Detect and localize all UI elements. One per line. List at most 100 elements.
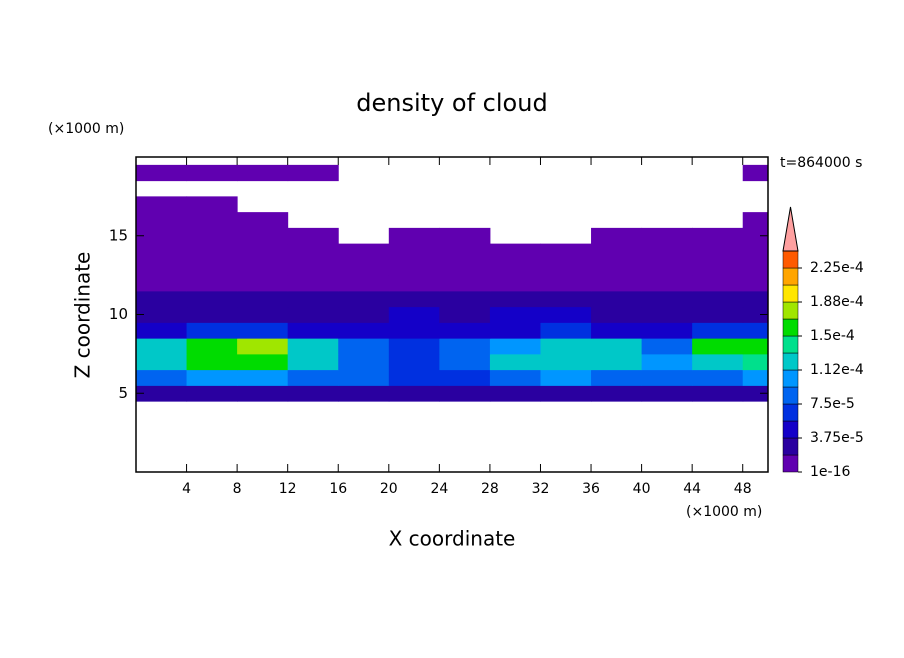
y-tick-label: 15 <box>109 226 128 244</box>
contour-cell <box>186 322 238 339</box>
contour-cell <box>287 259 339 276</box>
contour-cell <box>287 227 339 245</box>
contour-cell <box>540 353 592 371</box>
contour-cell <box>489 243 541 260</box>
y-tick-label: 5 <box>118 384 128 402</box>
contour-cell <box>489 353 541 371</box>
contour-cell <box>186 306 238 323</box>
contour-cell <box>136 227 188 245</box>
contour-cell <box>439 338 491 355</box>
contour-cell <box>136 290 188 308</box>
contour-cell <box>692 259 744 276</box>
contour-cell <box>338 290 390 308</box>
contour-cell <box>540 243 592 260</box>
colorbar-tick-label: 7.5e-5 <box>810 396 855 412</box>
contour-cell <box>591 306 643 323</box>
contour-cell <box>237 322 289 339</box>
contour-cell <box>489 369 541 386</box>
x-tick-label: 48 <box>734 481 752 497</box>
contour-cell <box>186 353 238 371</box>
colorbar-band <box>782 250 799 269</box>
contour-cell <box>742 290 768 308</box>
contour-cell <box>439 227 491 245</box>
contour-cell <box>540 275 592 292</box>
contour-cell <box>439 322 491 339</box>
field <box>136 164 768 402</box>
colorbar-band <box>782 335 799 354</box>
colorbar-band <box>782 403 799 422</box>
contour-cell <box>237 259 289 276</box>
contour-cell <box>338 322 390 339</box>
colorbar-band <box>782 301 799 320</box>
contour-cell <box>692 275 744 292</box>
contour-cell <box>692 243 744 260</box>
x-tick-label: 4 <box>182 481 191 497</box>
contour-cell <box>641 259 693 276</box>
contour-cell <box>641 338 693 355</box>
colorbar-band <box>782 284 799 303</box>
contour-cell <box>388 322 440 339</box>
contour-cell <box>439 290 491 308</box>
x-tick-label: 24 <box>430 481 448 497</box>
contour-cell <box>540 290 592 308</box>
contour-cell <box>742 322 768 339</box>
contour-cell <box>641 290 693 308</box>
contour-cell <box>388 243 440 260</box>
contour-cell <box>186 290 238 308</box>
contour-cell <box>692 322 744 339</box>
contour-cell <box>692 338 744 355</box>
contour-cell <box>692 306 744 323</box>
contour-cell <box>540 369 592 386</box>
colorbar-band <box>782 369 799 388</box>
contour-cell <box>287 338 339 355</box>
contour-cell <box>237 227 289 245</box>
contour-cell <box>287 164 339 182</box>
contour-cell <box>338 259 390 276</box>
contour-cell <box>641 353 693 371</box>
contour-cell <box>287 243 339 260</box>
contour-cell <box>287 353 339 371</box>
contour-cell <box>237 385 289 402</box>
contour-cell <box>692 385 744 402</box>
contour-cell <box>540 385 592 402</box>
contour-cell <box>591 227 643 245</box>
contour-cell <box>742 275 768 292</box>
contour-cell <box>388 353 440 371</box>
contour-cell <box>237 353 289 371</box>
contour-cell <box>388 290 440 308</box>
contour-cell <box>287 385 339 402</box>
contour-cell <box>489 322 541 339</box>
contour-cell <box>237 164 289 182</box>
x-tick-label: 16 <box>329 481 347 497</box>
contour-cell <box>591 275 643 292</box>
contour-cell <box>591 322 643 339</box>
contour-cell <box>186 227 238 245</box>
contour-cell <box>338 369 390 386</box>
contour-cell <box>237 212 289 229</box>
colorbar-band <box>782 386 799 405</box>
contour-cell <box>742 306 768 323</box>
contour-cell <box>591 338 643 355</box>
contour-cell <box>489 306 541 323</box>
contour-cell <box>742 212 768 229</box>
contour-cell <box>186 369 238 386</box>
contour-cell <box>641 306 693 323</box>
contour-cell <box>237 243 289 260</box>
contour-cell <box>237 275 289 292</box>
contour-cell <box>439 243 491 260</box>
contour-cell <box>489 385 541 402</box>
contour-cell <box>591 369 643 386</box>
contour-cell <box>136 259 188 276</box>
contour-cell <box>742 243 768 260</box>
contour-cell <box>489 259 541 276</box>
contour-cell <box>489 290 541 308</box>
contour-cell <box>540 306 592 323</box>
y-axis-label: Z coordinate <box>71 252 95 379</box>
contour-cell <box>136 338 188 355</box>
colorbar-tick-label: 2.25e-4 <box>810 260 864 276</box>
contour-cell <box>439 385 491 402</box>
contour-cell <box>186 164 238 182</box>
contour-cell <box>388 385 440 402</box>
contour-cell <box>186 196 238 213</box>
x-axis-label: X coordinate <box>389 527 516 551</box>
